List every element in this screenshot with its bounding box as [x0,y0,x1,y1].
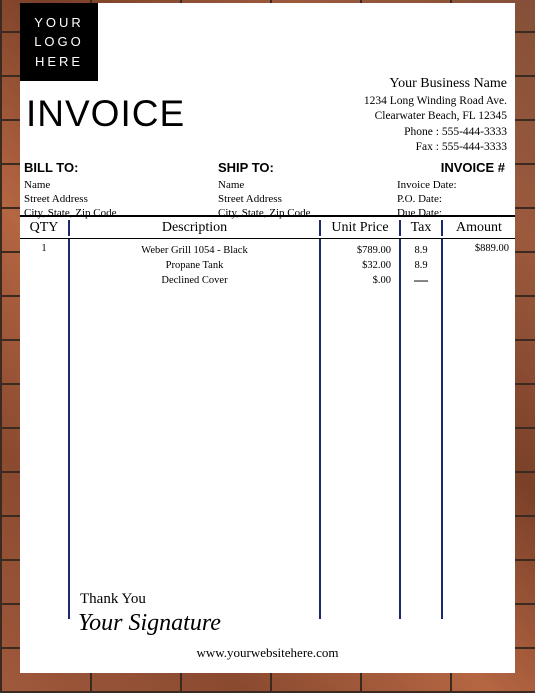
price-line1: $789.00 [321,243,391,258]
tax-line1: 8.9 [401,243,441,258]
cell-qty: 1 [20,239,70,619]
ship-street: Street Address [218,192,393,206]
price-line2: $32.00 [321,258,391,273]
address-row: BILL TO: Name Street Address City, State… [24,160,511,221]
ship-to: SHIP TO: Name Street Address City, State… [218,160,393,221]
col-qty: QTY [20,220,70,236]
col-amount: Amount [443,220,515,236]
logo-line2: LOGO [34,32,84,52]
business-name: Your Business Name [364,75,507,94]
cell-desc: Weber Grill 1054 - Black Propane Tank De… [70,239,321,619]
invoice-date-label: Invoice Date: [393,178,511,192]
line-items-table: QTY Description Unit Price Tax Amount 1 … [20,215,515,619]
desc-line1: Weber Grill 1054 - Black [70,243,319,258]
logo-placeholder: YOUR LOGO HERE [20,3,98,81]
business-addr1: 1234 Long Winding Road Ave. [364,94,507,110]
tax-line2: 8.9 [401,258,441,273]
cell-amount: $889.00 [443,239,515,619]
invoice-title: INVOICE [26,93,185,135]
invoice-meta: INVOICE # Invoice Date: P.O. Date: Due D… [393,160,511,221]
bill-to: BILL TO: Name Street Address City, State… [24,160,218,221]
ship-to-heading: SHIP TO: [218,160,393,177]
invoice-num-heading: INVOICE # [393,160,511,177]
table-body: 1 Weber Grill 1054 - Black Propane Tank … [20,239,515,619]
col-tax: Tax [401,220,443,236]
col-desc: Description [70,220,321,236]
col-price: Unit Price [321,220,401,236]
signature: Your Signature [78,610,221,637]
logo-line3: HERE [35,52,83,72]
desc-line2: Propane Tank [70,258,319,273]
bill-to-heading: BILL TO: [24,160,218,177]
thank-you: Thank You [80,591,146,608]
logo-line1: YOUR [34,13,84,33]
table-header: QTY Description Unit Price Tax Amount [20,217,515,239]
ship-name: Name [218,178,393,192]
bill-name: Name [24,178,218,192]
cell-tax: 8.9 8.9 — [401,239,443,619]
cell-price: $789.00 $32.00 $.00 [321,239,401,619]
tax-line3: — [401,275,441,286]
business-addr2: Clearwater Beach, FL 12345 [364,109,507,125]
business-fax: Fax : 555-444-3333 [364,140,507,156]
business-phone: Phone : 555-444-3333 [364,125,507,141]
po-date-label: P.O. Date: [393,192,511,206]
price-line3: $.00 [321,273,391,288]
business-info: Your Business Name 1234 Long Winding Roa… [364,75,507,156]
website-url: www.yourwebsitehere.com [20,645,515,661]
desc-line3: Declined Cover [70,273,319,288]
invoice-paper: YOUR LOGO HERE Your Business Name 1234 L… [20,3,515,673]
bill-street: Street Address [24,192,218,206]
